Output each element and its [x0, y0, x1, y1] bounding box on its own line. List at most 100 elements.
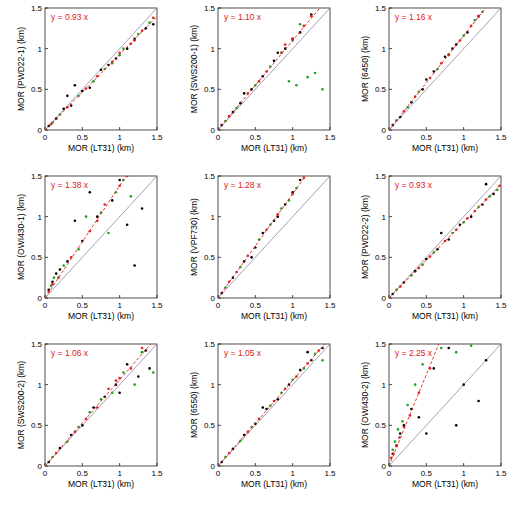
one-to-one-line	[389, 8, 501, 130]
y-tick	[218, 384, 221, 385]
x-tick-label: 0	[216, 469, 221, 478]
scatter-point	[111, 199, 114, 202]
x-tick-label: 1.5	[151, 133, 163, 142]
x-tick	[426, 295, 427, 298]
panel: 00.511.500.511.5MOR (LT31) (km)MOR (OWI4…	[16, 130, 163, 321]
fit-annotation: y = 1.06 x	[51, 348, 89, 358]
x-tick-label: 1	[117, 469, 122, 478]
y-axis-label: MOR (OWI430-2) (km)	[360, 362, 370, 448]
x-tick-label: 0.5	[250, 469, 262, 478]
y-tick-label: 0	[211, 462, 216, 471]
x-tick-label: 0.5	[421, 133, 433, 142]
x-tick-label: 0.5	[77, 133, 89, 142]
plot-frame	[218, 176, 330, 298]
x-axis-label: MOR (LT31) (km)	[68, 143, 134, 153]
panel: 00.511.500.511.5MOR (LT31) (km)MOR (PWD2…	[16, 4, 163, 153]
plot-area	[45, 176, 157, 298]
panel: 00.511.500.511.5MOR (LT31) (km)MOR (SWS2…	[189, 0, 336, 153]
y-tick	[45, 384, 48, 385]
x-tick-label: 1	[461, 469, 466, 478]
scatter-point	[421, 363, 424, 366]
y-tick	[218, 344, 221, 345]
y-tick-label: 0	[211, 126, 216, 135]
scatter-point	[276, 398, 279, 401]
x-tick-label: 1	[290, 469, 295, 478]
plot-area	[218, 176, 330, 298]
scatter-point	[250, 256, 253, 259]
scatter-point	[295, 84, 298, 87]
scatter-point	[276, 51, 279, 54]
x-tick-label: 1	[117, 301, 122, 310]
scatter-point	[284, 43, 287, 46]
scatter-point	[299, 23, 302, 26]
scatter-point	[433, 367, 436, 370]
scatter-point	[141, 207, 144, 210]
x-tick-label: 1.5	[495, 133, 507, 142]
scatter-point	[130, 195, 133, 198]
scatter-point	[394, 440, 397, 443]
y-tick	[45, 89, 48, 90]
one-to-one-line	[218, 344, 330, 466]
plot-area	[389, 344, 501, 466]
y-tick	[218, 89, 221, 90]
scatter-point	[107, 387, 110, 390]
fit-annotation: y = 1.38 x	[51, 180, 89, 190]
scatter-point	[425, 258, 428, 261]
x-tick	[82, 295, 83, 298]
y-tick-label: 0.5	[375, 253, 387, 262]
x-tick	[463, 295, 464, 298]
x-axis-label: MOR (LT31) (km)	[68, 311, 134, 321]
fit-line	[45, 176, 157, 298]
plot-frame	[389, 344, 501, 466]
x-tick	[292, 127, 293, 130]
scatter-point	[77, 248, 80, 251]
scatter-point	[152, 371, 155, 374]
y-axis-label: MOR (SWS200-2) (km)	[16, 361, 26, 449]
scatter-point	[152, 23, 155, 26]
scatter-point	[321, 88, 324, 91]
fit-annotation: y = 1.05 x	[224, 348, 262, 358]
x-axis-label: MOR (LT31) (km)	[412, 311, 478, 321]
x-tick-label: 0	[43, 301, 48, 310]
scatter-point	[470, 344, 473, 347]
y-tick-label: 1	[38, 45, 43, 54]
x-tick-label: 0.5	[77, 301, 89, 310]
x-tick-label: 1	[290, 301, 295, 310]
scatter-point	[455, 351, 458, 354]
y-tick	[389, 384, 392, 385]
y-tick-label: 1	[382, 381, 387, 390]
panel: 00.511.500.511.5MOR (LT31) (km)MOR (SWS2…	[16, 337, 163, 489]
x-tick-label: 1.5	[495, 301, 507, 310]
scatter-point	[406, 404, 409, 407]
scatter-point	[66, 95, 69, 98]
scatter-point	[141, 347, 144, 350]
y-tick-label: 1	[38, 381, 43, 390]
x-tick-label: 0	[387, 469, 392, 478]
scatter-point	[447, 347, 450, 350]
scatter-point	[133, 264, 136, 267]
x-tick-label: 0	[216, 133, 221, 142]
fit-annotation: y = 1.10 x	[224, 12, 262, 22]
plot-frame	[45, 176, 157, 298]
y-tick-label: 1.5	[204, 340, 216, 349]
scatter-point	[306, 76, 309, 79]
fit-line	[389, 8, 501, 130]
scatter-point	[115, 379, 118, 382]
panel: 00.511.500.511.5MOR (LT31) (km)MOR (OWI4…	[360, 192, 507, 490]
scatter-point	[477, 400, 480, 403]
y-tick-label: 0	[382, 462, 387, 471]
y-tick	[389, 8, 392, 9]
scatter-point	[89, 191, 92, 194]
x-tick-label: 1.5	[151, 301, 163, 310]
y-tick	[389, 425, 392, 426]
figure: 00.511.500.511.5MOR (LT31) (km)MOR (PWD2…	[0, 0, 513, 505]
plot-area	[218, 344, 330, 466]
x-axis-label: MOR (LT31) (km)	[412, 479, 478, 489]
scatter-point	[89, 86, 92, 89]
scatter-point	[399, 432, 402, 435]
x-tick-label: 0	[43, 133, 48, 142]
scatter-point	[321, 359, 324, 362]
y-axis-label: MOR (OWI430-1) (km)	[16, 194, 26, 280]
scatter-point	[414, 383, 417, 386]
scatter-point	[107, 232, 110, 235]
